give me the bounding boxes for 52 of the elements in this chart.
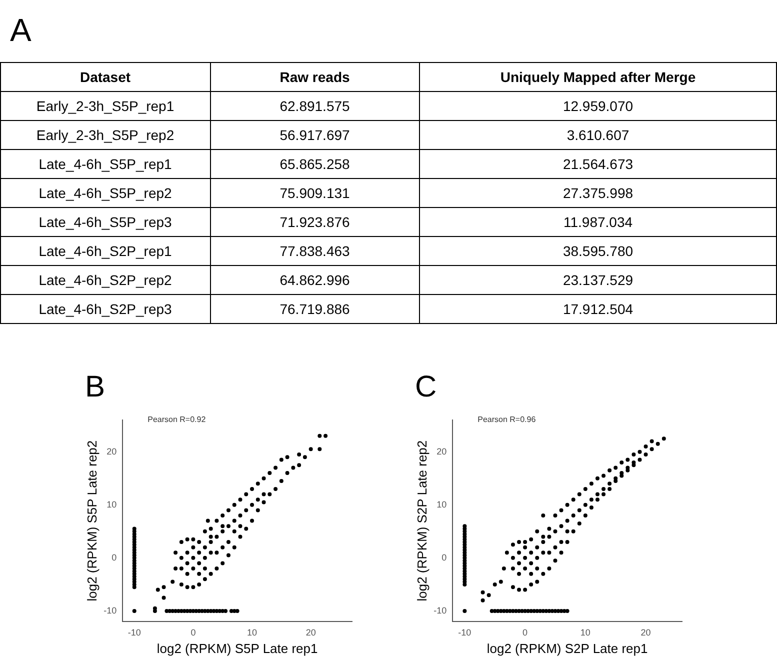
text: Late_4-6h_S5P_rep1 [0,150,210,178]
x-tick-label: 10 [580,627,590,638]
x-axis-title: log2 (RPKM) S5P Late rep1 [156,640,318,656]
category-label: Uniquely Mapped after Merge [420,62,776,92]
text: 65.865.258 [210,150,420,178]
y-tick-label: 20 [436,446,447,456]
text: Late_4-6h_S2P_rep2 [0,266,210,294]
text: 11.987.034 [420,208,776,236]
y-axis-title: log2 (RPKM) S2P Late rep2 [414,440,430,602]
category-label: Raw reads [210,62,420,92]
y-tick-label: 10 [106,499,117,510]
text: A [10,12,32,49]
text: 3.610.607 [420,120,776,150]
text: Late_4-6h_S2P_rep1 [0,236,210,266]
x-axis-title: log2 (RPKM) S2P Late rep1 [486,640,648,656]
text: 64.862.996 [210,266,420,294]
y-tick-label: 0 [112,552,117,562]
x-tick-label: 10 [247,627,258,638]
text: 77.838.463 [210,236,420,266]
x-tick-label: -10 [458,627,472,638]
text: Late_4-6h_S5P_rep2 [0,178,210,208]
y-tick-label: 20 [106,446,117,456]
x-tick-label: 20 [640,627,651,638]
chart-title: B [85,370,106,404]
text: 38.595.780 [420,236,776,266]
text: 71.923.876 [210,208,420,236]
text: 17.912.504 [420,294,776,324]
text: 12.959.070 [420,92,776,120]
y-tick-label: 10 [436,499,447,510]
text: Early_2-3h_S5P_rep2 [0,120,210,150]
text: Late_4-6h_S5P_rep3 [0,208,210,236]
y-tick-label: -10 [104,605,117,616]
chart-title: C [415,370,437,404]
annotation: Pearson R=0.92 [148,415,206,424]
text: 27.375.998 [420,178,776,208]
text: Late_4-6h_S2P_rep3 [0,294,210,324]
text: Early_2-3h_S5P_rep1 [0,92,210,120]
category-label: Dataset [0,62,210,92]
text: 23.137.529 [420,266,776,294]
y-axis-title: log2 (RPKM) S5P Late rep2 [84,440,100,602]
y-tick-label: -10 [434,605,447,616]
x-tick-label: 0 [522,627,528,638]
x-tick-label: 0 [190,627,196,638]
annotation: Pearson R=0.96 [478,415,536,424]
text: 21.564.673 [420,150,776,178]
text: 62.891.575 [210,92,420,120]
x-tick-label: -10 [128,627,141,638]
x-tick-label: 20 [306,627,316,638]
y-tick-label: 0 [442,552,447,562]
text: 56.917.697 [210,120,420,150]
text: 76.719.886 [210,294,420,324]
text: 75.909.131 [210,178,420,208]
